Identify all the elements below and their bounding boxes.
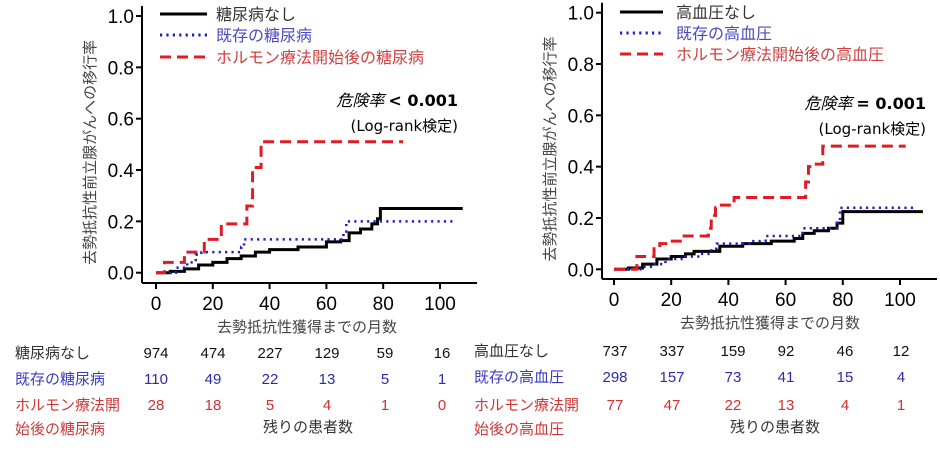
risk-row-label: 既存の高血圧 [474,368,564,386]
risk-count: 13 [778,397,795,414]
x-tick-label: 100 [884,290,916,311]
y-tick-label: 0.6 [568,106,594,127]
risk-count: 4 [841,397,849,414]
y-tick-label: 0.4 [568,158,595,179]
risk-count: 5 [266,397,274,414]
risk-table-title: 残りの患者数 [730,418,820,436]
risk-count: 5 [381,371,389,388]
series-line-dashed [614,144,906,271]
y-tick-label: 0.2 [568,209,594,230]
chart-1: 0.00.20.40.60.81.00 20 40 60 80 100去勢抵抗性獲得までの… [15,5,477,438]
legend-label: ホルモン療法開始後の糖尿病 [216,48,424,67]
y-tick-label: 0.2 [108,212,134,233]
x-tick-label: 80 [832,290,853,311]
hazard-ratio-text: 危険率 = 0.001 [804,94,926,113]
x-axis-title: 去勢抵抗性獲得までの月数 [680,314,860,332]
risk-count: 12 [893,343,910,360]
risk-count: 13 [319,371,336,388]
risk-count: 1 [381,397,389,414]
y-tick-label: 0.0 [568,260,594,281]
hazard-ratio-label: 危険率 [804,94,855,113]
risk-count: 73 [725,369,742,386]
hazard-ratio-label: 危険率 [336,91,387,110]
x-tick-label: 20 [202,294,223,315]
y-tick-label: 0.8 [108,58,134,79]
risk-count: 1 [897,397,905,414]
x-tick-label: 40 [259,294,280,315]
risk-row-label: ホルモン療法開 [474,396,579,414]
chart-2: 0.0 0.2 0.4 0.6 0.8 1.0 0 20 40 60 80 100 去勢抵抗性獲得までの… [474,2,937,438]
y-tick-label: 1.0 [108,7,134,28]
x-tick-label: 0 [151,294,162,315]
y-axis-title: 去勢抵抗性前立腺がんへの移行率 [541,36,559,261]
risk-count: 159 [720,343,745,360]
risk-count: 974 [143,345,168,362]
test-name: (Log-rank検定) [819,120,926,138]
risk-count: 1 [438,371,446,388]
risk-table-title: 残りの患者数 [263,418,353,436]
risk-row-label: 始後の高血圧 [474,420,564,438]
risk-row-label: ホルモン療法開 [15,396,120,414]
y-tick-label: 1.0 [568,4,594,25]
risk-row-label: 高血圧なし [474,342,549,360]
series-line-dashed [156,140,404,275]
hazard-ratio-value: = 0.001 [856,94,926,113]
series-line-solid [156,207,463,275]
x-tick-label: 40 [718,290,739,311]
hazard-ratio-text: 危険率 < 0.001 [336,91,458,110]
legend-label: ホルモン療法開始後の高血圧 [676,45,884,64]
risk-count: 47 [664,397,681,414]
risk-count: 77 [607,397,624,414]
risk-count: 337 [659,343,684,360]
legend-label: 糖尿病なし [216,5,296,24]
x-tick-label: 100 [424,294,456,315]
series-line-solid [614,210,923,271]
x-tick-label: 80 [373,294,394,315]
risk-count: 298 [602,369,627,386]
risk-count: 4 [897,369,905,386]
risk-count: 110 [144,371,168,388]
risk-count: 46 [837,343,854,360]
risk-row-label: 始後の糖尿病 [15,420,105,438]
risk-count: 16 [434,345,451,362]
test-name: (Log-rank検定) [351,117,458,135]
risk-count: 22 [725,397,742,414]
x-axis-title: 去勢抵抗性獲得までの月数 [217,318,397,336]
y-tick-label: 0.8 [568,55,594,76]
x-tick-label: 60 [316,294,337,315]
risk-count: 49 [205,371,222,388]
risk-count: 474 [200,345,225,362]
risk-count: 41 [778,369,795,386]
risk-count: 92 [778,343,795,360]
risk-count: 227 [257,345,282,362]
y-tick-label: 0.6 [108,110,134,131]
risk-table: 糖尿病なし 974 474 227 129 59 16 既存の糖尿病 110 49 22 13 5 1 ホル… [15,344,450,438]
risk-count: 59 [377,345,394,362]
x-tick-label: 0 [609,290,620,311]
y-tick-label: 0.0 [108,264,134,285]
legend-label: 既存の高血圧 [676,24,772,43]
risk-count: 129 [314,345,339,362]
y-axis-title: 去勢抵抗性前立腺がんへの移行率 [81,40,99,265]
risk-row-label: 糖尿病なし [15,344,90,362]
risk-count: 22 [262,371,279,388]
x-tick-label: 60 [775,290,796,311]
risk-count: 18 [205,397,222,414]
legend-label: 高血圧なし [676,3,756,22]
y-tick-label: 0.4 [108,161,135,182]
risk-count: 15 [837,369,854,386]
legend-label: 既存の糖尿病 [216,26,312,45]
risk-count: 0 [438,397,446,414]
risk-row-label: 既存の糖尿病 [15,370,105,388]
hazard-ratio-value: < 0.001 [388,91,458,110]
x-tick-label: 20 [661,290,682,311]
risk-count: 157 [659,369,684,386]
risk-count: 737 [602,343,627,360]
risk-count: 4 [323,397,331,414]
risk-count: 28 [148,397,165,414]
